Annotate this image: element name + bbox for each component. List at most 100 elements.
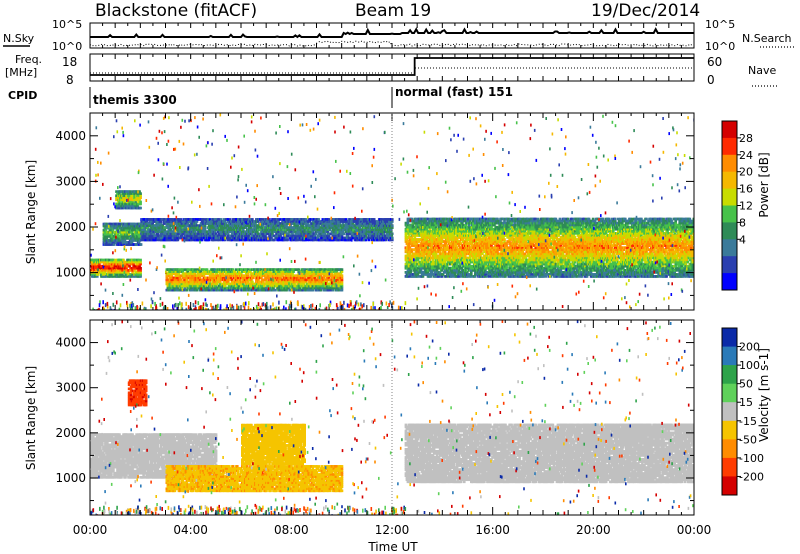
heatmap-cell (120, 232, 124, 236)
heatmap-cell (110, 232, 114, 236)
heatmap-cell (135, 196, 138, 200)
heatmap-cell (365, 226, 369, 229)
heatmap-cell (124, 204, 127, 208)
heatmap-cell (151, 236, 154, 240)
heatmap-cell (228, 278, 232, 282)
heatmap-cell (126, 228, 130, 232)
heatmap-cell (290, 284, 293, 288)
heatmap-cell (181, 226, 185, 229)
heatmap-cell (110, 271, 113, 274)
heatmap-cell (121, 266, 124, 270)
heatmap-cell (193, 268, 197, 271)
heatmap-cell (248, 218, 251, 221)
heatmap-cell (282, 220, 285, 223)
heatmap-cell (370, 230, 374, 234)
heatmap-cell (90, 269, 93, 272)
heatmap-cell (412, 219, 416, 223)
heatmap-cell (204, 284, 208, 288)
heatmap-cell (327, 276, 331, 280)
heatmap-cell (121, 262, 124, 266)
heatmap-cell (282, 270, 285, 273)
heatmap-cell (201, 234, 205, 238)
heatmap-cell (278, 238, 281, 242)
heatmap-cell (259, 282, 262, 286)
heatmap-cell (219, 238, 223, 242)
heatmap-cell (263, 278, 266, 282)
heatmap-cell (352, 228, 356, 232)
heatmap-cell (258, 274, 261, 278)
heatmap-cell (301, 226, 304, 229)
heatmap-cell (273, 272, 276, 276)
heatmap-cell (121, 271, 124, 274)
heatmap-cell (279, 234, 282, 238)
heatmap-cell (110, 273, 113, 276)
heatmap-cell (360, 228, 364, 232)
heatmap-cell (264, 236, 267, 240)
heatmap-cell (275, 282, 278, 286)
heatmap-cell (330, 272, 334, 276)
heatmap-cell (273, 238, 276, 242)
heatmap-cell (268, 230, 271, 234)
heatmap-cell (206, 234, 210, 238)
heatmap-cell (139, 200, 142, 204)
heatmap-cell (408, 238, 412, 241)
heatmap-cell (121, 228, 125, 232)
heatmap-cell (352, 218, 356, 221)
heatmap-cell (132, 228, 136, 232)
heatmap-cell (202, 284, 206, 288)
heatmap-cell (163, 236, 167, 240)
power-heatmap (90, 113, 694, 310)
freq-panel-ticks (89, 54, 695, 81)
heatmap-cell (308, 226, 311, 229)
heatmap-cell (405, 238, 409, 241)
heatmap-cell (187, 280, 191, 284)
heatmap-cell (227, 288, 231, 292)
heatmap-cell (357, 232, 361, 236)
heatmap-cell (134, 200, 137, 204)
heatmap-cell (182, 222, 186, 225)
heatmap-cell (407, 225, 411, 229)
heatmap-cell (253, 220, 256, 223)
heatmap-cell (274, 230, 277, 234)
heatmap-cell (414, 273, 418, 276)
heatmap-cell (285, 288, 288, 292)
heatmap-cell (159, 220, 163, 223)
heatmap-cell (310, 276, 314, 280)
heatmap-cell (291, 222, 294, 225)
heatmap-cell (173, 288, 177, 292)
heatmap-cell (363, 234, 367, 238)
heatmap-cell (168, 284, 172, 288)
heatmap-cell (340, 276, 344, 280)
heatmap-cell (257, 278, 260, 282)
heatmap-cell (279, 282, 282, 286)
heatmap-cell (245, 238, 248, 242)
heatmap-cell (195, 224, 199, 227)
heatmap-cell (280, 284, 283, 288)
nave-line (90, 67, 694, 74)
heatmap-cell (132, 204, 135, 208)
heatmap-cell (139, 271, 142, 274)
heatmap-cell (380, 230, 384, 234)
heatmap-cell (298, 238, 301, 242)
heatmap-cell (122, 258, 125, 262)
heatmap-cell (262, 280, 265, 284)
heatmap-cell (280, 230, 283, 234)
heatmap-cell (321, 226, 325, 229)
heatmap-cell (223, 286, 227, 290)
heatmap-cell (220, 270, 224, 273)
heatmap-cell (242, 228, 245, 232)
heatmap-cell (252, 288, 255, 292)
heatmap-cell (118, 192, 121, 195)
heatmap-cell (300, 280, 303, 284)
heatmap-cell (295, 286, 298, 290)
heatmap-cell (276, 284, 279, 288)
heatmap-cell (206, 272, 210, 276)
heatmap-cell (390, 228, 393, 232)
heatmap-cell (298, 286, 301, 290)
heatmap-cell (186, 222, 190, 225)
heatmap-cell (291, 238, 294, 242)
freq-label: Freq. (15, 53, 42, 66)
heatmap-cell (126, 262, 129, 266)
heatmap-cell (239, 222, 242, 225)
heatmap-cell (172, 228, 176, 232)
